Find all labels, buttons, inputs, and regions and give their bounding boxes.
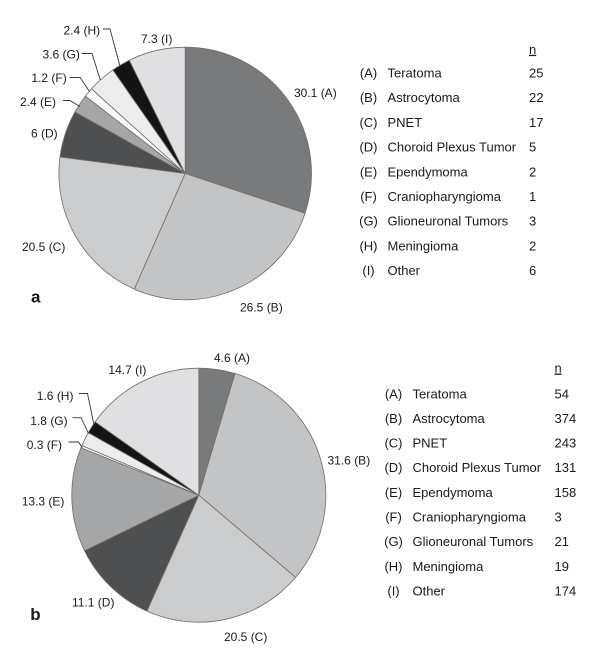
svg-text:19: 19 xyxy=(555,559,569,574)
svg-text:3: 3 xyxy=(555,510,562,525)
svg-text:1.2 (F): 1.2 (F) xyxy=(31,71,66,85)
svg-text:31.6 (B): 31.6 (B) xyxy=(328,454,371,468)
svg-text:6 (D): 6 (D) xyxy=(31,127,58,141)
svg-text:22: 22 xyxy=(529,90,543,105)
svg-text:21: 21 xyxy=(555,534,569,549)
svg-text:(B): (B) xyxy=(385,411,402,426)
svg-text:2: 2 xyxy=(529,164,536,179)
svg-text:11.1 (D): 11.1 (D) xyxy=(72,596,114,610)
svg-text:(A): (A) xyxy=(385,386,402,401)
svg-text:25: 25 xyxy=(529,66,543,81)
svg-text:2: 2 xyxy=(529,238,536,253)
svg-text:(B): (B) xyxy=(360,90,377,105)
svg-text:Ependymoma: Ependymoma xyxy=(388,164,469,179)
svg-text:(E): (E) xyxy=(360,164,377,179)
svg-text:6: 6 xyxy=(529,263,536,278)
svg-text:Astrocytoma: Astrocytoma xyxy=(388,90,461,105)
svg-text:0.3 (F): 0.3 (F) xyxy=(27,438,62,452)
svg-text:7.3 (I): 7.3 (I) xyxy=(141,32,172,46)
svg-text:(I): (I) xyxy=(362,263,374,278)
svg-text:(A): (A) xyxy=(360,66,377,81)
svg-text:(E): (E) xyxy=(385,485,402,500)
svg-text:Glioneuronal Tumors: Glioneuronal Tumors xyxy=(388,214,509,229)
svg-text:3: 3 xyxy=(529,214,536,229)
svg-text:(C): (C) xyxy=(384,436,402,451)
svg-text:174: 174 xyxy=(555,584,577,599)
svg-text:(C): (C) xyxy=(359,115,377,130)
svg-text:(G): (G) xyxy=(384,534,403,549)
svg-text:243: 243 xyxy=(555,436,577,451)
svg-text:(F): (F) xyxy=(385,510,402,525)
svg-text:1.6 (H): 1.6 (H) xyxy=(37,389,74,403)
svg-text:Teratoma: Teratoma xyxy=(413,386,468,401)
svg-text:Choroid Plexus Tumor: Choroid Plexus Tumor xyxy=(413,460,542,475)
svg-text:20.5 (C): 20.5 (C) xyxy=(22,240,65,254)
svg-text:Meningioma: Meningioma xyxy=(388,238,460,253)
svg-text:Ependymoma: Ependymoma xyxy=(413,485,494,500)
svg-text:Craniopharyngioma: Craniopharyngioma xyxy=(388,189,502,204)
svg-text:14.7 (I): 14.7 (I) xyxy=(108,363,146,377)
svg-text:b: b xyxy=(30,605,40,624)
svg-text:PNET: PNET xyxy=(413,436,448,451)
svg-text:30.1 (A): 30.1 (A) xyxy=(294,86,337,100)
svg-text:13.3 (E): 13.3 (E) xyxy=(22,495,65,509)
svg-text:(H): (H) xyxy=(359,238,377,253)
svg-text:n: n xyxy=(555,361,562,376)
svg-text:(F): (F) xyxy=(360,189,377,204)
svg-text:2.4 (E): 2.4 (E) xyxy=(20,95,56,109)
svg-text:Other: Other xyxy=(413,584,446,599)
svg-text:Choroid Plexus Tumor: Choroid Plexus Tumor xyxy=(388,140,517,155)
svg-text:17: 17 xyxy=(529,115,543,130)
svg-text:4.6 (A): 4.6 (A) xyxy=(214,351,250,365)
svg-text:Glioneuronal Tumors: Glioneuronal Tumors xyxy=(413,534,534,549)
svg-text:Astrocytoma: Astrocytoma xyxy=(413,411,486,426)
svg-text:3.6 (G): 3.6 (G) xyxy=(43,48,80,62)
svg-text:20.5 (C): 20.5 (C) xyxy=(224,630,267,644)
svg-text:Craniopharyngioma: Craniopharyngioma xyxy=(413,510,527,525)
svg-text:Other: Other xyxy=(388,263,421,278)
svg-text:PNET: PNET xyxy=(388,115,423,130)
svg-text:(D): (D) xyxy=(384,460,402,475)
svg-text:131: 131 xyxy=(555,460,577,475)
svg-text:Teratoma: Teratoma xyxy=(388,66,443,81)
svg-text:(D): (D) xyxy=(359,140,377,155)
svg-text:2.4 (H): 2.4 (H) xyxy=(64,24,101,38)
svg-text:54: 54 xyxy=(555,386,569,401)
svg-text:1.8 (G): 1.8 (G) xyxy=(30,414,67,428)
svg-text:a: a xyxy=(31,288,41,307)
svg-text:(H): (H) xyxy=(384,559,402,574)
svg-text:26.5 (B): 26.5 (B) xyxy=(240,301,283,315)
svg-text:n: n xyxy=(529,42,536,57)
svg-text:(G): (G) xyxy=(359,214,378,229)
svg-text:Meningioma: Meningioma xyxy=(413,559,485,574)
svg-text:(I): (I) xyxy=(387,584,399,599)
svg-text:5: 5 xyxy=(529,140,536,155)
svg-text:1: 1 xyxy=(529,189,536,204)
svg-text:158: 158 xyxy=(555,485,577,500)
svg-text:374: 374 xyxy=(555,411,577,426)
